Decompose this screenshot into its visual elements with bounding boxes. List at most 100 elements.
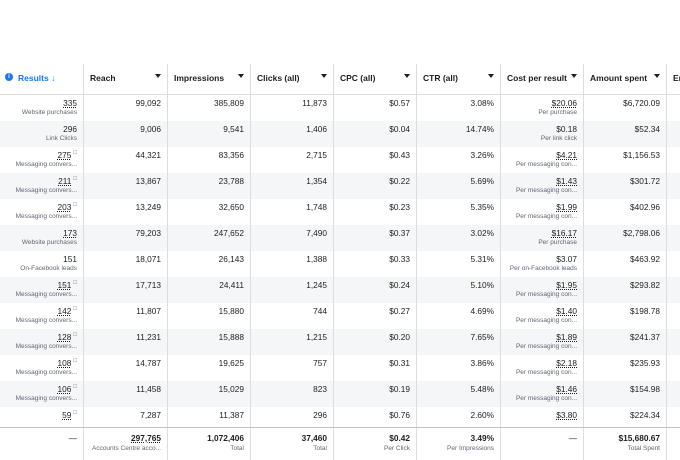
cost-value[interactable]: $3.07 <box>556 254 577 264</box>
cost-value[interactable]: $1.95 <box>556 280 577 290</box>
table-row[interactable]: 151 On-Facebook leads 18,071 26,143 1,388 $0.… <box>0 251 680 277</box>
table-row[interactable]: 108 □ Messaging convers... 14,787 19,625 757 $… <box>0 355 680 381</box>
result-value[interactable]: 335 <box>63 98 77 108</box>
chevron-down-icon[interactable] <box>571 74 577 78</box>
result-value[interactable]: 128 <box>57 332 72 342</box>
column-header-clicks[interactable]: Clicks (all) <box>251 64 334 94</box>
result-value[interactable]: 296 <box>63 124 77 134</box>
column-header-impressions[interactable]: Impressions <box>168 64 251 94</box>
cell-cost-per-result[interactable]: $2.18 Per messaging con... <box>501 355 584 381</box>
result-value[interactable]: 211 <box>58 176 72 186</box>
cost-value[interactable]: $1.40 <box>556 306 577 316</box>
column-header-reach[interactable]: Reach <box>84 64 168 94</box>
cell-results[interactable]: 335 Website purchases <box>0 95 84 121</box>
cost-value[interactable]: $20.06 <box>551 98 577 108</box>
column-header-cost-per-result[interactable]: Cost per result <box>501 64 584 94</box>
result-value[interactable]: 151 <box>63 254 77 264</box>
info-icon[interactable]: i <box>5 73 13 81</box>
column-header-ctr[interactable]: CTR (all) <box>417 64 501 94</box>
cost-value[interactable]: $1.43 <box>556 176 577 186</box>
cell-cost-per-result[interactable]: $4.21 Per messaging con... <box>501 147 584 173</box>
result-value[interactable]: 108 <box>57 358 72 368</box>
cell-results[interactable]: 142 □ Messaging convers... <box>0 303 84 329</box>
result-value[interactable]: 151 <box>57 280 72 290</box>
cell-cpc: $0.33 <box>334 251 417 277</box>
cell-cost-per-result[interactable]: $3.07 Per on-Facebook leads <box>501 251 584 277</box>
cost-value[interactable]: $1.46 <box>556 384 577 394</box>
column-header-partial[interactable]: En <box>667 64 680 94</box>
table-row[interactable]: 335 Website purchases 99,092 385,809 11,873 $… <box>0 95 680 121</box>
cell-results[interactable]: 128 □ Messaging convers... <box>0 329 84 355</box>
cell-results[interactable]: 108 □ Messaging convers... <box>0 355 84 381</box>
chevron-down-icon[interactable] <box>654 74 660 78</box>
result-value[interactable]: 59 <box>62 410 72 420</box>
cell-partial <box>667 199 680 225</box>
cell-results[interactable]: 106 □ Messaging convers... <box>0 381 84 407</box>
cell-cost-per-result[interactable]: $3.80 <box>501 407 584 433</box>
column-header-cpc[interactable]: CPC (all) <box>334 64 417 94</box>
chevron-down-icon[interactable] <box>238 74 244 78</box>
table-row[interactable]: 128 □ Messaging convers... 11,231 15,888 1,21… <box>0 329 680 355</box>
chevron-down-icon[interactable] <box>321 74 327 78</box>
clicks-value: 1,406 <box>306 124 327 134</box>
table-row[interactable]: 203 □ Messaging convers... 13,249 32,650 1,74… <box>0 199 680 225</box>
spent-value: $402.96 <box>630 202 660 212</box>
cost-value[interactable]: $4.21 <box>556 150 577 160</box>
column-label: En <box>673 73 680 83</box>
cell-cost-per-result[interactable]: $1.95 Per messaging con... <box>501 277 584 303</box>
cell-impressions: 385,809 <box>168 95 251 121</box>
table-row[interactable]: 173 Website purchases 79,203 247,652 7,490 $0… <box>0 225 680 251</box>
result-value[interactable]: 106 <box>57 384 72 394</box>
cell-cost-per-result[interactable]: $1.40 Per messaging con... <box>501 303 584 329</box>
cell-cost-per-result[interactable]: $0.18 Per link click <box>501 121 584 147</box>
cell-results[interactable]: 203 □ Messaging convers... <box>0 199 84 225</box>
cell-cost-per-result[interactable]: $1.46 Per messaging con... <box>501 381 584 407</box>
cell-results[interactable]: 59 □ <box>0 407 84 433</box>
cell-cost-per-result[interactable]: $1.43 Per messaging con... <box>501 173 584 199</box>
cell-cost-per-result[interactable]: $1.99 Per messaging con... <box>501 199 584 225</box>
result-value[interactable]: 142 <box>57 306 72 316</box>
cell-cpc: $0.24 <box>334 277 417 303</box>
cell-cost-per-result[interactable]: $20.06 Per purchase <box>501 95 584 121</box>
cost-value[interactable]: $3.80 <box>556 410 577 420</box>
cell-results[interactable]: 275 □ Messaging convers... <box>0 147 84 173</box>
column-header-results[interactable]: i Results ↓ <box>0 64 84 94</box>
chevron-down-icon[interactable] <box>488 74 494 78</box>
cell-partial <box>667 95 680 121</box>
table-row[interactable]: 211 □ Messaging convers... 13,867 23,788 1,35… <box>0 173 680 199</box>
chevron-down-icon[interactable] <box>155 74 161 78</box>
cell-cost-per-result[interactable]: $16.17 Per purchase <box>501 225 584 251</box>
table-row[interactable]: 142 □ Messaging convers... 11,807 15,880 744 $… <box>0 303 680 329</box>
cost-value[interactable]: $2.18 <box>556 358 577 368</box>
cost-value[interactable]: $16.17 <box>551 228 577 238</box>
cell-results[interactable]: 296 Link Clicks <box>0 121 84 147</box>
result-value[interactable]: 203 <box>57 202 72 212</box>
column-header-amount-spent[interactable]: Amount spent <box>584 64 667 94</box>
chevron-down-icon[interactable] <box>404 74 410 78</box>
cell-results[interactable]: 173 Website purchases <box>0 225 84 251</box>
message-icon: □ <box>73 332 77 338</box>
cell-cost-per-result[interactable]: $1.89 Per messaging con... <box>501 329 584 355</box>
cell-cpc: $0.31 <box>334 355 417 381</box>
cost-value[interactable]: $0.18 <box>556 124 577 134</box>
cell-results[interactable]: 151 □ Messaging convers... <box>0 277 84 303</box>
column-label: CPC (all) <box>340 73 376 83</box>
table-row[interactable]: 59 □ 7,287 11,387 296 $0.76 2.60% $3.80 $224.34 <box>0 407 680 433</box>
cost-value[interactable]: $1.89 <box>556 332 577 342</box>
table-row[interactable]: 296 Link Clicks 9,006 9,541 1,406 $0.04 14.74%… <box>0 121 680 147</box>
cell-results[interactable]: 211 □ Messaging convers... <box>0 173 84 199</box>
table-row[interactable]: 151 □ Messaging convers... 17,713 24,411 1,24… <box>0 277 680 303</box>
table-row[interactable]: 275 □ Messaging convers... 44,321 83,356 2,71… <box>0 147 680 173</box>
cell-amount-spent: $241.37 <box>584 329 667 355</box>
cell-clicks: 1,748 <box>251 199 334 225</box>
cell-partial <box>667 355 680 381</box>
result-count: 151 □ <box>58 280 77 290</box>
cost-value[interactable]: $1.99 <box>556 202 577 212</box>
clicks-value: 2,715 <box>306 150 327 160</box>
cell-results[interactable]: 151 On-Facebook leads <box>0 251 84 277</box>
result-value[interactable]: 173 <box>63 228 77 238</box>
result-value[interactable]: 275 <box>57 150 72 160</box>
table-row[interactable]: 106 □ Messaging convers... 11,458 15,029 823 $… <box>0 381 680 407</box>
cell-amount-spent: $301.72 <box>584 173 667 199</box>
ctr-value: 3.26% <box>470 150 494 160</box>
